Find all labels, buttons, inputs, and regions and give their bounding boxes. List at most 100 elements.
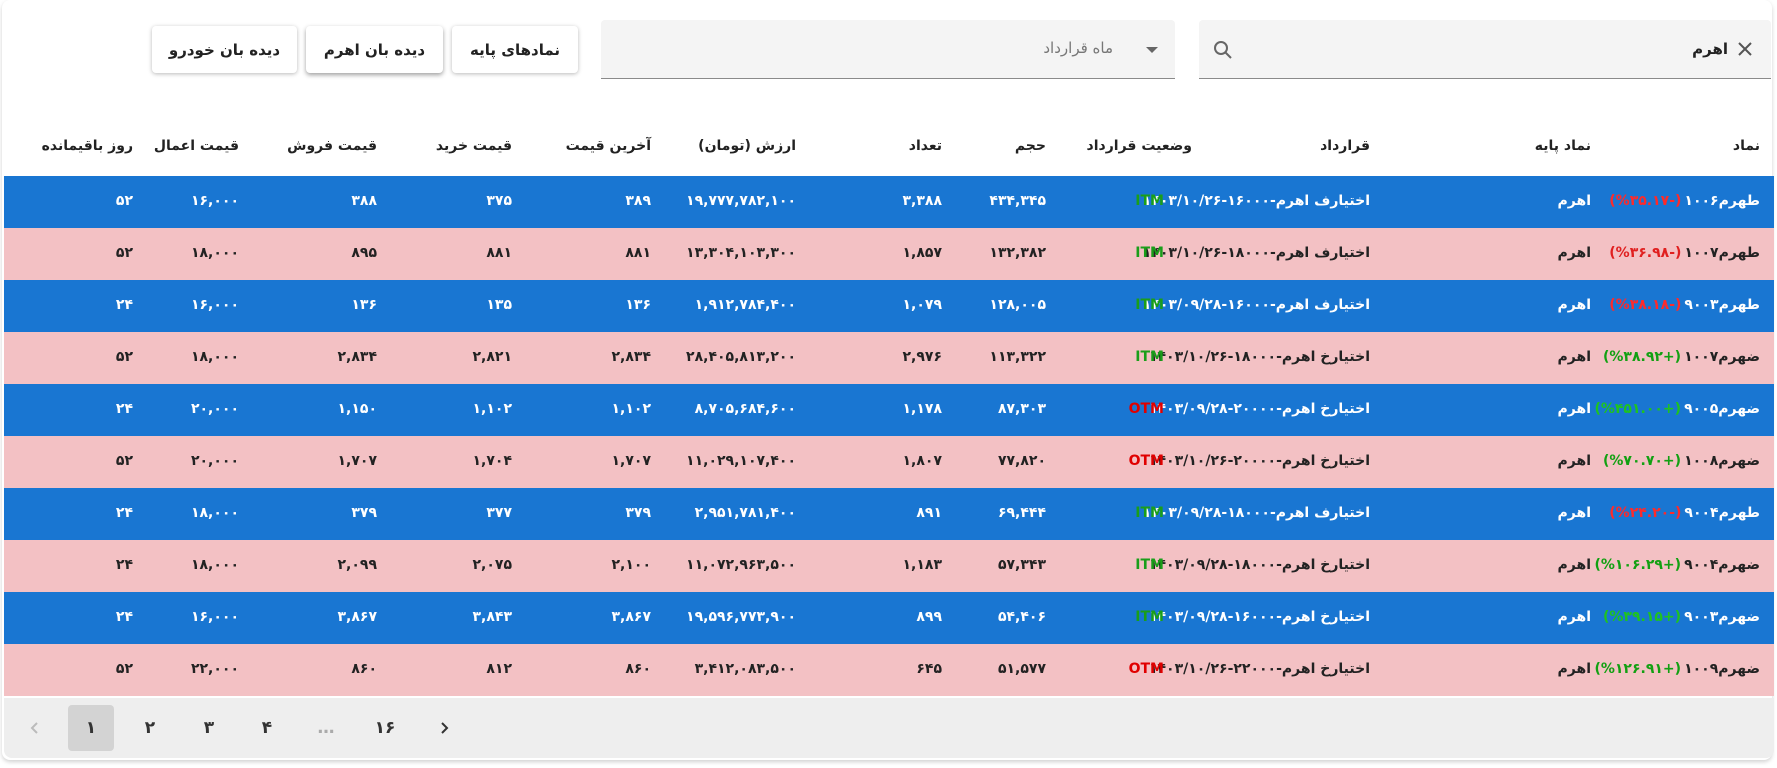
change-percent: (+۳۹.۱۵%) [1602,609,1682,625]
table-row[interactable]: ضهرم۱۰۰۹(+۱۲۶.۹۱%) اهرم اختیارخ اهرم-۲۲۰۰۰… [4,644,1774,696]
cell-volume: ۸۷,۳۰۳ [997,401,1046,417]
table-row[interactable]: طهرم۱۰۰۷(-۳۶.۹۸%) اهرم اختیارف اهرم-۱۸۰۰۰-… [4,228,1774,280]
table-row[interactable]: طهرم۹۰۰۴(-۲۴.۲۰%) اهرم اختیارف اهرم-۱۸۰۰۰-… [4,488,1774,540]
clear-search-button[interactable] [1735,39,1755,59]
cell-symbol[interactable]: ضهرم۱۰۰۹(+۱۲۶.۹۱%) [1594,661,1760,677]
col-contract[interactable]: قرارداد [1320,138,1370,154]
cell-strike: ۱۸,۰۰۰ [190,557,239,573]
cell-value: ۱,۹۱۲,۷۸۴,۴۰۰ [694,297,796,313]
table-row[interactable]: ضهرم۱۰۰۸(+۷۰.۷۰%) اهرم اختیارخ اهرم-۲۰۰۰۰-… [4,436,1774,488]
search-input[interactable]: اهرم [1692,40,1728,58]
cell-symbol[interactable]: طهرم۱۰۰۶(-۳۵.۱۷%) [1609,193,1760,209]
cell-days: ۵۲ [115,661,133,677]
table-row[interactable]: طهرم۱۰۰۶(-۳۵.۱۷%) اهرم اختیارف اهرم-۱۶۰۰۰-… [4,176,1774,228]
cell-count: ۱,۸۰۷ [902,453,943,469]
table-header: نماد نماد پایه قرارداد وضعیت قرارداد حجم… [4,118,1774,176]
cell-volume: ۱۱۳,۳۲۲ [989,349,1046,365]
cell-count: ۸۹۹ [916,609,942,625]
symbol-name: ضهرم۹۰۰۴ [1684,557,1760,573]
col-last[interactable]: آخرین قیمت [565,138,651,154]
prev-page-button[interactable] [12,705,58,751]
base-symbols-button[interactable]: نمادهای پایه [452,26,578,73]
search-field[interactable]: اهرم [1199,20,1771,79]
page-4[interactable]: ۴ [261,718,273,738]
cell-symbol[interactable]: ضهرم۹۰۰۵(+۴۵۱.۰۰%) [1594,401,1760,417]
close-icon [1738,42,1752,56]
table-row[interactable]: ضهرم۹۰۰۵(+۴۵۱.۰۰%) اهرم اختیارخ اهرم-۲۰۰۰۰… [4,384,1774,436]
symbol-name: ضهرم۱۰۰۷ [1684,349,1760,365]
col-symbol[interactable]: نماد [1732,138,1760,154]
change-percent: (+۱۲۶.۹۱%) [1594,661,1682,677]
col-base[interactable]: نماد پایه [1534,138,1591,154]
col-volume[interactable]: حجم [1014,138,1046,154]
cell-strike: ۱۶,۰۰۰ [190,193,239,209]
cell-symbol[interactable]: طهرم۹۰۰۳(-۳۸.۱۸%) [1609,297,1760,313]
cell-base: اهرم [1557,453,1591,469]
cell-symbol[interactable]: ضهرم۱۰۰۷(+۳۸.۹۲%) [1603,349,1760,365]
cell-symbol[interactable]: ضهرم۹۰۰۴(+۱۰۶.۲۹%) [1594,557,1760,573]
contract-month-select[interactable]: ماه قرارداد [601,20,1175,79]
next-page-button[interactable] [421,705,467,751]
cell-strike: ۱۸,۰۰۰ [190,505,239,521]
cell-last: ۱,۱۰۲ [611,401,652,417]
cell-volume: ۷۷,۸۲۰ [997,453,1046,469]
table-row[interactable]: ضهرم۹۰۰۳(+۳۹.۱۵%) اهرم اختیارخ اهرم-۱۶۰۰۰-… [4,592,1774,644]
cell-ask: ۳۷۹ [351,505,377,521]
table-row[interactable]: ضهرم۱۰۰۷(+۳۸.۹۲%) اهرم اختیارخ اهرم-۱۸۰۰۰-… [4,332,1774,384]
cell-strike: ۲۰,۰۰۰ [190,453,239,469]
cell-count: ۱,۸۵۷ [902,245,943,261]
cell-count: ۱,۰۷۹ [902,297,943,313]
cell-strike: ۱۶,۰۰۰ [190,297,239,313]
col-bid[interactable]: قیمت خرید [435,138,512,154]
cell-value: ۱۹,۷۷۷,۷۸۲,۱۰۰ [686,193,796,209]
col-strike[interactable]: قیمت اعمال [153,138,239,154]
cell-last: ۱۳۶ [625,297,651,313]
table-row[interactable]: ضهرم۹۰۰۴(+۱۰۶.۲۹%) اهرم اختیارخ اهرم-۱۸۰۰۰… [4,540,1774,592]
cell-symbol[interactable]: طهرم۹۰۰۴(-۲۴.۲۰%) [1609,505,1760,521]
cell-ask: ۱,۷۰۷ [337,453,378,469]
cell-status: OTM [1128,401,1164,417]
cell-last: ۲,۸۳۴ [611,349,652,365]
cell-days: ۵۲ [115,245,133,261]
cell-last: ۸۸۱ [625,245,651,261]
cell-status: ITM [1135,557,1164,573]
cell-contract: اختیارخ اهرم-۱۸۰۰۰-۱۴۰۳/۱۰/۲۶ [1148,349,1370,365]
symbol-name: ضهرم۱۰۰۸ [1684,453,1760,469]
page-2[interactable]: ۲ [144,718,156,738]
col-status[interactable]: وضعیت قرارداد [1086,138,1192,154]
cell-last: ۳۸۹ [625,193,651,209]
cell-symbol[interactable]: طهرم۱۰۰۷(-۳۶.۹۸%) [1609,245,1760,261]
table-row[interactable]: طهرم۹۰۰۳(-۳۸.۱۸%) اهرم اختیارف اهرم-۱۶۰۰۰-… [4,280,1774,332]
cell-status: ITM [1135,297,1164,313]
cell-base: اهرم [1557,349,1591,365]
cell-volume: ۴۳۴,۳۴۵ [989,193,1046,209]
col-count[interactable]: تعداد [908,138,942,154]
chevron-down-icon [1146,47,1158,53]
cell-strike: ۲۰,۰۰۰ [190,401,239,417]
cell-status: ITM [1135,505,1164,521]
page-3[interactable]: ۳ [203,718,215,738]
cell-value: ۳,۴۱۲,۰۸۳,۵۰۰ [694,661,796,677]
page-1[interactable]: ۱ [68,705,114,751]
col-ask[interactable]: قیمت فروش [287,138,377,154]
watch-ahrom-button[interactable]: دیده بان اهرم [306,26,443,73]
cell-volume: ۵۷,۳۴۳ [997,557,1046,573]
cell-contract: اختیارخ اهرم-۲۰۰۰۰-۱۴۰۳/۰۹/۲۸ [1148,401,1370,417]
cell-base: اهرم [1557,193,1591,209]
chevron-left-icon [30,722,38,734]
cell-value: ۲,۹۵۱,۷۸۱,۴۰۰ [694,505,796,521]
cell-symbol[interactable]: ضهرم۹۰۰۳(+۳۹.۱۵%) [1603,609,1760,625]
symbol-name: طهرم۹۰۰۴ [1684,505,1760,521]
watch-khodro-button[interactable]: دیده بان خودرو [152,26,297,73]
cell-last: ۲,۱۰۰ [611,557,652,573]
page-16[interactable]: ۱۶ [374,718,396,738]
col-value[interactable]: ارزش (تومان) [698,138,796,154]
cell-last: ۳۷۹ [625,505,651,521]
col-days[interactable]: روز باقیمانده [41,138,133,154]
cell-value: ۱۱,۰۷۲,۹۶۳,۵۰۰ [686,557,796,573]
symbol-name: ضهرم۹۰۰۳ [1684,609,1760,625]
cell-contract: اختیارف اهرم-۱۶۰۰۰-۱۴۰۳/۰۹/۲۸ [1142,297,1370,313]
cell-strike: ۱۸,۰۰۰ [190,245,239,261]
cell-symbol[interactable]: ضهرم۱۰۰۸(+۷۰.۷۰%) [1603,453,1760,469]
